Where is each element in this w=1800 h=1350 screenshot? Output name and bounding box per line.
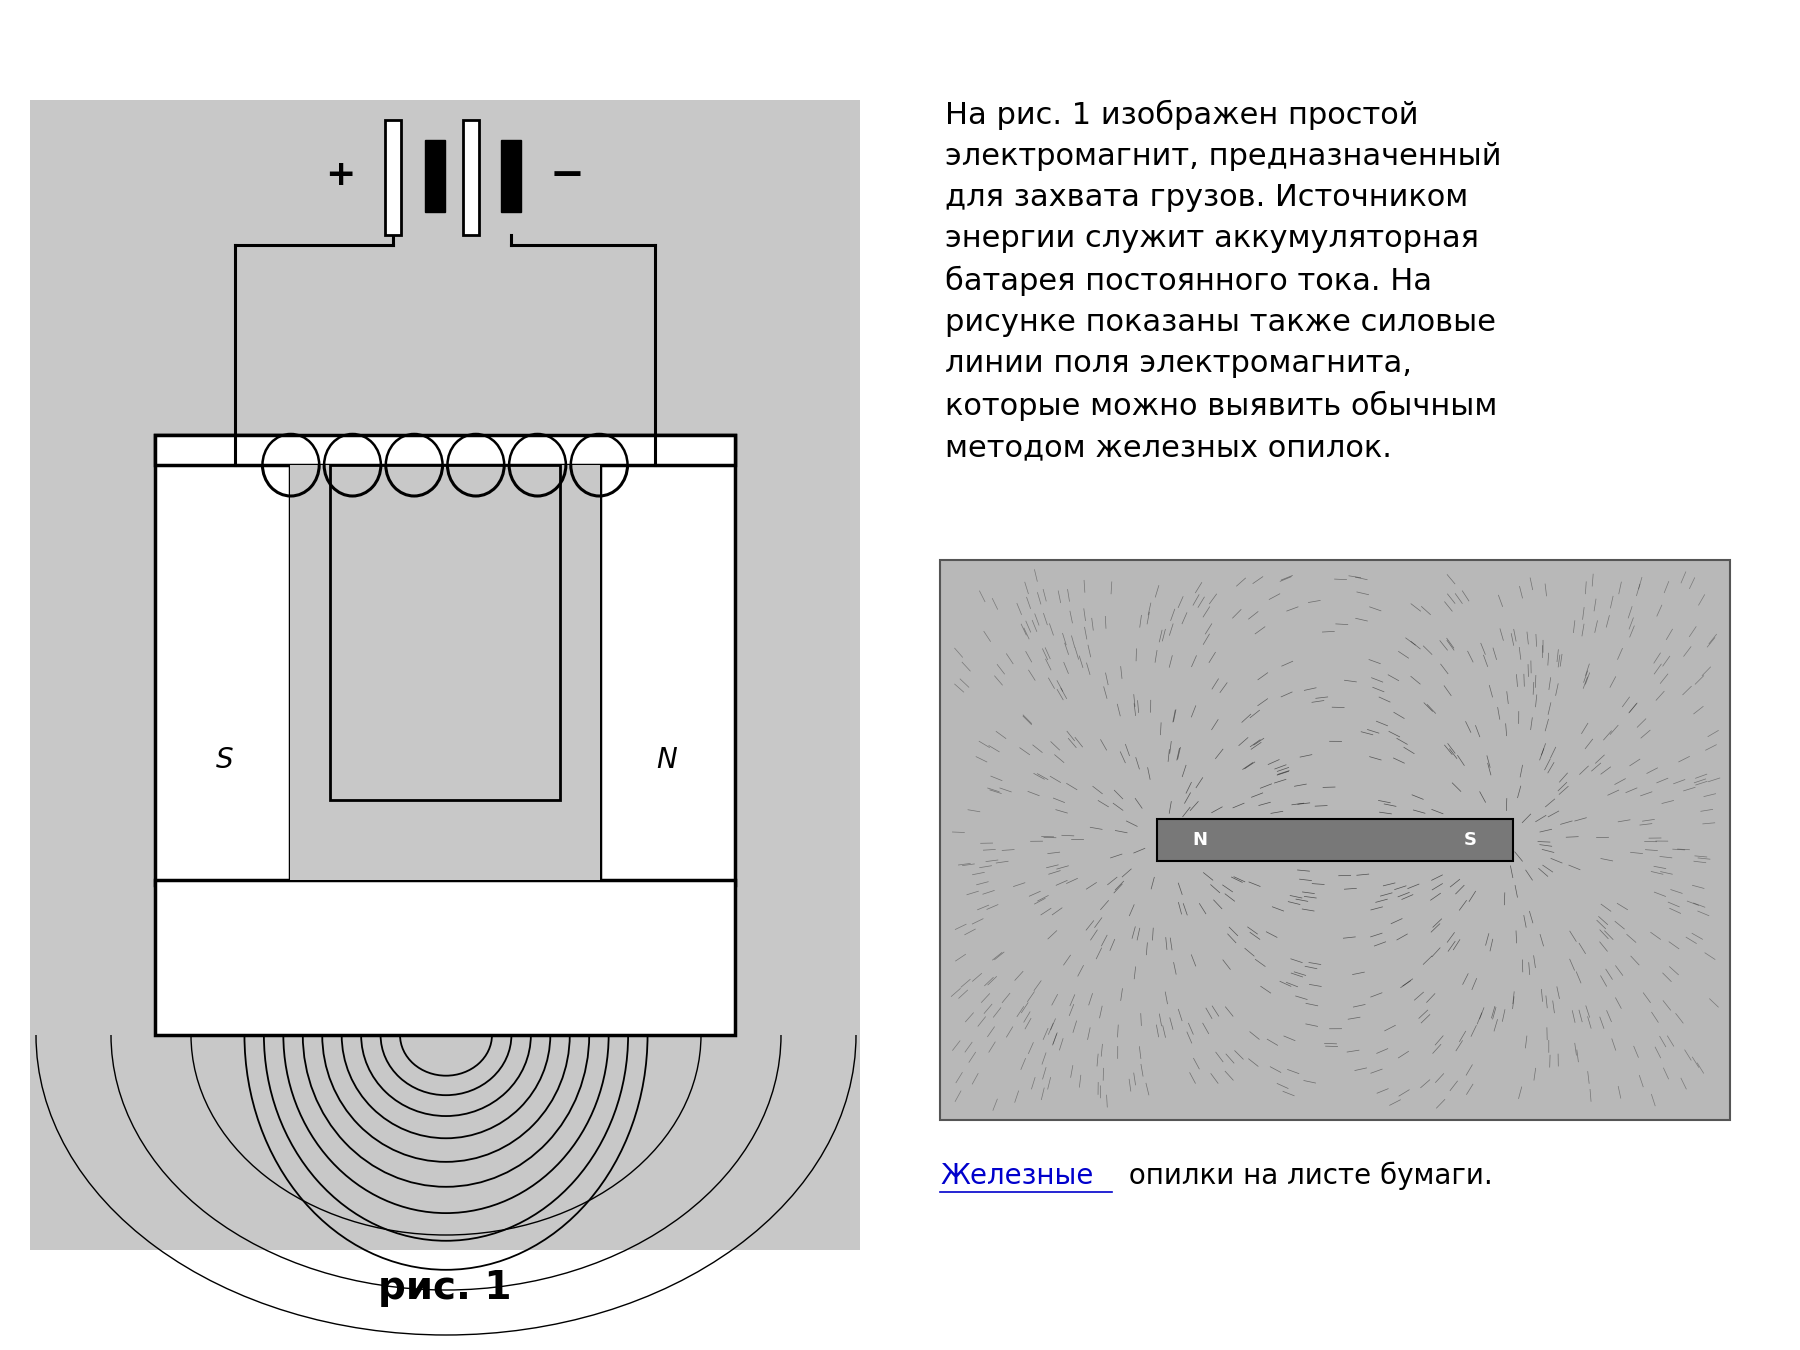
Bar (290, 464, 599, 880)
Bar (425, 140, 445, 212)
Bar (1157, 819, 1514, 861)
Bar (31, 100, 860, 1250)
Bar (463, 120, 479, 235)
Text: На рис. 1 изображен простой
электромагнит, предназначенный
для захвата грузов. И: На рис. 1 изображен простой электромагни… (945, 100, 1501, 462)
Bar (329, 464, 560, 801)
Bar (155, 880, 734, 1035)
Bar (385, 120, 401, 235)
Text: рис. 1: рис. 1 (378, 1269, 511, 1307)
Text: опилки на листе бумаги.: опилки на листе бумаги. (1120, 1162, 1492, 1191)
Bar (155, 435, 734, 464)
Text: S: S (1463, 832, 1476, 849)
Bar (500, 140, 520, 212)
Text: +: + (324, 158, 355, 192)
Text: −: − (549, 154, 585, 196)
Bar (940, 560, 1730, 1120)
Text: Железные: Железные (940, 1162, 1093, 1189)
Bar (155, 435, 290, 886)
Text: S: S (216, 747, 234, 774)
Text: N: N (657, 747, 677, 774)
Bar (599, 435, 734, 886)
Text: N: N (1193, 832, 1208, 849)
